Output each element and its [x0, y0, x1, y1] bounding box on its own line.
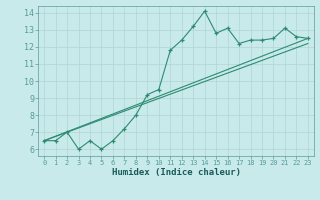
X-axis label: Humidex (Indice chaleur): Humidex (Indice chaleur)	[111, 168, 241, 177]
